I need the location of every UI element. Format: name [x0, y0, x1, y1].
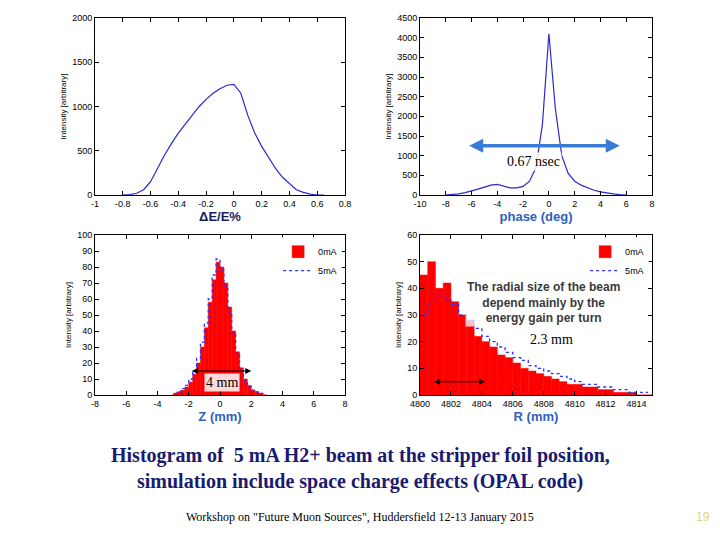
svg-text:4812: 4812: [596, 399, 616, 409]
svg-text:6: 6: [311, 399, 316, 409]
svg-text:simulation include space charg: simulation include space charge effects …: [137, 470, 583, 493]
svg-text:4: 4: [598, 199, 603, 209]
svg-text:1500: 1500: [397, 131, 417, 141]
svg-text:-0.2: -0.2: [198, 199, 214, 209]
svg-text:10: 10: [407, 363, 417, 373]
svg-text:Intensity [arbitrary]: Intensity [arbitrary]: [64, 282, 73, 348]
svg-text:-6: -6: [122, 399, 130, 409]
svg-text:0mA: 0mA: [318, 247, 337, 257]
svg-text:-0.6: -0.6: [143, 199, 159, 209]
svg-text:4: 4: [280, 399, 285, 409]
svg-text:-2: -2: [185, 399, 193, 409]
svg-text:0: 0: [412, 190, 417, 200]
svg-text:phase (deg): phase (deg): [500, 209, 573, 224]
svg-text:Intensity [arbitrary]: Intensity [arbitrary]: [59, 74, 68, 140]
svg-text:10: 10: [82, 374, 92, 384]
svg-text:500: 500: [77, 146, 92, 156]
svg-text:Z (mm): Z (mm): [198, 409, 241, 424]
svg-text:40: 40: [407, 283, 417, 293]
svg-text:0: 0: [231, 199, 236, 209]
svg-text:80: 80: [82, 262, 92, 272]
svg-text:70: 70: [82, 278, 92, 288]
svg-text:-2: -2: [519, 199, 527, 209]
svg-text:-8: -8: [91, 399, 99, 409]
svg-text:-4: -4: [493, 199, 501, 209]
svg-text:4800: 4800: [410, 399, 430, 409]
svg-text:-8: -8: [442, 199, 450, 209]
svg-text:40: 40: [82, 326, 92, 336]
svg-text:4500: 4500: [397, 13, 417, 23]
svg-text:5mA: 5mA: [625, 266, 644, 276]
svg-text:30: 30: [407, 310, 417, 320]
svg-text:1500: 1500: [72, 57, 92, 67]
svg-text:19: 19: [696, 510, 710, 524]
svg-text:3500: 3500: [397, 52, 417, 62]
svg-text:2500: 2500: [397, 92, 417, 102]
svg-text:Intensity [arbitrary]: Intensity [arbitrary]: [384, 74, 393, 140]
svg-text:0mA: 0mA: [625, 247, 644, 257]
svg-text:0.4: 0.4: [283, 199, 296, 209]
svg-text:ΔE/E%: ΔE/E%: [199, 209, 241, 224]
svg-text:4806: 4806: [503, 399, 523, 409]
svg-text:Intensity [arbitrary]: Intensity [arbitrary]: [394, 282, 403, 348]
svg-text:4000: 4000: [397, 33, 417, 43]
svg-text:2000: 2000: [397, 111, 417, 121]
svg-text:2000: 2000: [72, 13, 92, 23]
svg-text:20: 20: [407, 337, 417, 347]
svg-text:4808: 4808: [534, 399, 554, 409]
svg-text:-10: -10: [413, 199, 426, 209]
svg-text:4 mm: 4 mm: [206, 375, 238, 390]
svg-text:Histogram of 5 mA H2+ beam at: Histogram of 5 mA H2+ beam at the stripp…: [111, 444, 610, 467]
svg-text:R (mm): R (mm): [514, 409, 559, 424]
svg-text:-0.4: -0.4: [171, 199, 187, 209]
svg-text:-4: -4: [153, 399, 161, 409]
svg-text:1000: 1000: [397, 151, 417, 161]
svg-text:60: 60: [82, 294, 92, 304]
svg-text:5mA: 5mA: [318, 266, 337, 276]
svg-text:30: 30: [82, 342, 92, 352]
svg-text:-1: -1: [91, 199, 99, 209]
svg-text:50: 50: [407, 257, 417, 267]
svg-text:0: 0: [546, 199, 551, 209]
svg-text:8: 8: [342, 399, 347, 409]
svg-text:100: 100: [77, 230, 92, 240]
svg-text:8: 8: [649, 199, 654, 209]
svg-text:500: 500: [402, 170, 417, 180]
svg-text:0: 0: [412, 390, 417, 400]
svg-text:-0.8: -0.8: [115, 199, 131, 209]
svg-text:4814: 4814: [627, 399, 647, 409]
svg-text:2.3 mm: 2.3 mm: [530, 332, 573, 347]
svg-text:0.6: 0.6: [311, 199, 324, 209]
svg-text:2: 2: [249, 399, 254, 409]
svg-text:1000: 1000: [72, 102, 92, 112]
svg-text:0: 0: [217, 399, 222, 409]
svg-text:0: 0: [87, 190, 92, 200]
svg-text:The radial size of the beamdep: The radial size of the beamdepend mainly…: [467, 280, 620, 325]
svg-text:3000: 3000: [397, 72, 417, 82]
svg-text:4810: 4810: [565, 399, 585, 409]
svg-text:0: 0: [87, 390, 92, 400]
svg-text:60: 60: [407, 230, 417, 240]
svg-text:-6: -6: [468, 199, 476, 209]
svg-text:0.8: 0.8: [339, 199, 352, 209]
svg-text:50: 50: [82, 310, 92, 320]
svg-text:20: 20: [82, 358, 92, 368]
svg-text:6: 6: [624, 199, 629, 209]
svg-text:90: 90: [82, 246, 92, 256]
svg-text:4802: 4802: [441, 399, 461, 409]
svg-text:0.67 nsec: 0.67 nsec: [507, 154, 560, 169]
svg-text:Workshop on "Future Muon Sourc: Workshop on "Future Muon Sources", Hudde…: [186, 510, 534, 524]
svg-text:4804: 4804: [472, 399, 492, 409]
svg-text:0.2: 0.2: [255, 199, 268, 209]
svg-text:2: 2: [572, 199, 577, 209]
